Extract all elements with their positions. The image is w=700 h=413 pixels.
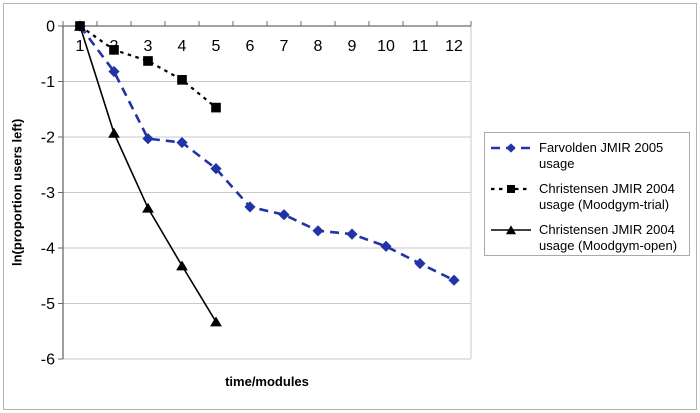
series-line-triangle — [79, 25, 217, 323]
marker-diamond — [278, 209, 290, 221]
legend-sample-square-marker — [507, 185, 515, 193]
marker-square — [109, 45, 119, 55]
legend: Farvolden JMIR 2005 usage Christensen JM… — [484, 132, 690, 256]
x-axis-title: time/modules — [225, 374, 309, 389]
y-tick-label: -2 — [41, 130, 55, 147]
x-tick-label: 3 — [144, 38, 153, 55]
legend-label: Christensen JMIR 2004 usage (Moodgym-ope… — [539, 222, 678, 253]
marker-triangle — [210, 316, 222, 327]
marker-diamond — [414, 257, 426, 270]
marker-square — [177, 75, 187, 85]
legend-item: Farvolden JMIR 2005 usage — [491, 140, 689, 172]
marker-triangle — [74, 20, 86, 31]
marker-diamond — [142, 133, 154, 145]
legend-sample-triangle-marker — [506, 225, 516, 235]
legend-sample-diamond-icon — [491, 143, 531, 153]
legend-triangle-line-icon — [491, 223, 531, 237]
y-tick-label: -6 — [41, 352, 55, 369]
series-line-diamond — [78, 25, 455, 282]
marker-diamond — [244, 201, 256, 213]
legend-item: Christensen JMIR 2004 usage (Moodgym-tri… — [491, 181, 689, 213]
y-tick-label: -3 — [41, 185, 55, 202]
x-tick-label: 10 — [377, 38, 395, 55]
legend-item: Christensen JMIR 2004 usage (Moodgym-ope… — [491, 222, 689, 254]
marker-diamond — [380, 240, 392, 252]
marker-triangle — [176, 260, 188, 271]
marker-diamond — [210, 163, 222, 175]
y-tick-label: 0 — [46, 19, 55, 36]
legend-sample-square-icon — [491, 185, 531, 193]
marker-diamond — [176, 136, 188, 149]
marker-diamond — [312, 225, 324, 237]
x-tick-label: 6 — [246, 38, 255, 55]
y-axis-title: ln(proportion users left) — [9, 118, 25, 267]
x-tick-label: 1 — [76, 38, 85, 55]
x-tick-label: 9 — [348, 38, 357, 55]
marker-diamond — [108, 65, 120, 78]
marker-square — [211, 102, 221, 113]
series-line-square — [79, 25, 217, 109]
x-tick-label: 5 — [212, 38, 221, 55]
legend-label: Christensen JMIR 2004 usage (Moodgym-tri… — [539, 181, 675, 212]
x-tick-label: 4 — [178, 38, 187, 55]
x-tick-label: 7 — [280, 38, 289, 55]
marker-diamond — [448, 274, 460, 286]
x-tick-label: 8 — [314, 38, 323, 55]
x-tick-label: 11 — [412, 38, 429, 55]
y-tick-label: -5 — [41, 296, 55, 313]
y-tick-label: -1 — [41, 74, 55, 91]
marker-triangle — [108, 127, 120, 138]
y-tick-label: -4 — [41, 241, 55, 258]
marker-triangle — [142, 202, 154, 213]
legend-square-line-icon — [491, 182, 531, 196]
legend-sample-diamond-marker — [506, 143, 516, 153]
x-tick-label: 12 — [445, 38, 463, 55]
marker-square — [143, 56, 153, 66]
marker-diamond — [346, 228, 358, 240]
legend-label: Farvolden JMIR 2005 usage — [539, 140, 664, 171]
legend-sample-triangle-icon — [491, 225, 531, 235]
legend-diamond-line-icon — [491, 141, 531, 155]
